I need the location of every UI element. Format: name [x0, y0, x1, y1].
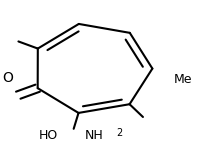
Text: HO: HO [38, 129, 58, 142]
Text: O: O [3, 71, 13, 85]
Text: 2: 2 [116, 128, 122, 138]
Text: NH: NH [85, 129, 104, 142]
Text: Me: Me [174, 73, 192, 86]
